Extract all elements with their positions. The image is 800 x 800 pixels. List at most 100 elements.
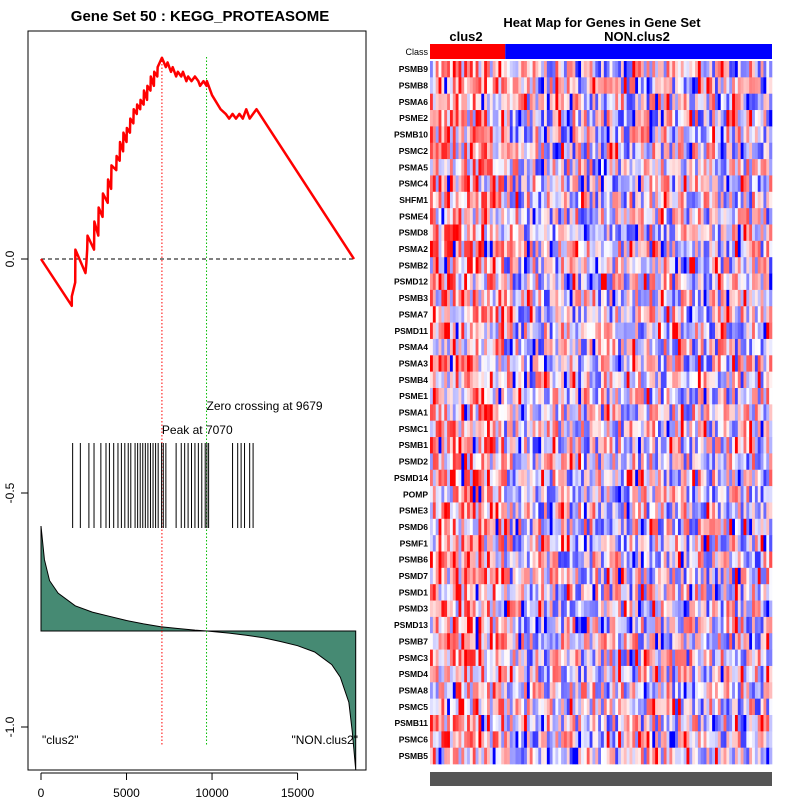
heatmap-cell [612, 306, 616, 323]
heatmap-cell [575, 159, 579, 176]
heatmap-cell [566, 175, 570, 193]
heatmap-cell [458, 93, 462, 111]
heatmap-cell [715, 437, 719, 454]
heatmap-cell [518, 371, 522, 389]
heatmap-cell [475, 142, 479, 160]
heatmap-cell [461, 175, 465, 193]
heatmap-cell [666, 338, 670, 356]
heatmap-cell [563, 535, 568, 552]
heatmap-cell [529, 371, 533, 389]
heatmap-cell [447, 518, 451, 536]
heatmap-cell [475, 240, 479, 258]
heatmap-cell [586, 126, 590, 144]
heatmap-cell [506, 649, 511, 667]
heatmap-cell [669, 191, 673, 209]
heatmap-cell [472, 437, 476, 454]
heatmap-cell [447, 338, 451, 356]
heatmap-cell [546, 110, 550, 127]
heatmap-cell [700, 502, 704, 520]
heatmap-cell [472, 388, 476, 405]
heatmap-cell [603, 93, 607, 111]
heatmap-cell [441, 175, 445, 193]
heatmap-cell [700, 322, 704, 340]
heatmap-cell [729, 600, 733, 618]
heatmap-cell [461, 273, 465, 291]
heatmap-cell [692, 257, 696, 274]
heatmap-cell [558, 404, 562, 421]
heatmap-cell [432, 159, 436, 176]
heatmap-cell [487, 633, 491, 650]
heatmap-cell [715, 322, 719, 340]
heatmap-cell [729, 404, 733, 421]
heatmap-cell [586, 338, 590, 356]
heatmap-cell [526, 502, 531, 520]
heatmap-cell [609, 715, 613, 732]
heatmap-cell [666, 616, 670, 634]
heatmap-cell [581, 600, 585, 618]
heatmap-cell [643, 698, 647, 716]
heatmap-cell [566, 273, 570, 291]
heatmap-cell [603, 338, 607, 356]
heatmap-cell [740, 649, 744, 667]
heatmap-cell [740, 633, 744, 650]
heatmap-cell [638, 257, 642, 274]
heatmap-cell [760, 665, 764, 683]
heatmap-cell [552, 567, 556, 585]
heatmap-cell [732, 388, 736, 405]
heatmap-cell [578, 142, 582, 160]
heatmap-cell [720, 535, 724, 552]
heatmap-cell [649, 649, 653, 667]
heatmap-cell [717, 518, 721, 536]
heatmap-cell [732, 665, 736, 683]
heatmap-cell [749, 698, 753, 716]
heatmap-cell [606, 126, 610, 144]
heatmap-cell [683, 61, 687, 78]
heatmap-cell [561, 61, 565, 78]
heatmap-cell [666, 77, 670, 94]
heatmap-cell [544, 322, 548, 340]
heatmap-cell [649, 388, 653, 405]
heatmap-cell [638, 322, 642, 340]
heatmap-cell [532, 502, 536, 520]
heatmap-cell [481, 257, 485, 274]
heatmap-cell [572, 551, 576, 569]
heatmap-cell [578, 322, 582, 340]
heatmap-cell [555, 159, 559, 176]
heatmap-cell [609, 437, 613, 454]
heatmap-cell [495, 126, 499, 144]
heatmap-cell [506, 535, 511, 552]
heatmap-cell [618, 486, 622, 503]
heatmap-cell [532, 224, 536, 242]
heatmap-cell [498, 616, 502, 634]
heatmap-cell [697, 584, 702, 601]
heatmap-cell [729, 240, 733, 258]
heatmap-cell [589, 77, 593, 94]
heatmap-cell [526, 273, 531, 291]
heatmap-cell [686, 240, 690, 258]
heatmap-cell [489, 698, 493, 716]
heatmap-cell [763, 175, 767, 193]
heatmap-cell [646, 665, 650, 683]
heatmap-cell [509, 110, 513, 127]
heatmap-cell [583, 567, 588, 585]
heatmap-cell [737, 453, 741, 471]
heatmap-cell [467, 159, 471, 176]
heatmap-cell [666, 388, 670, 405]
heatmap-cell [512, 502, 516, 520]
heatmap-cell [489, 404, 493, 421]
heatmap-cell [652, 551, 656, 569]
heatmap-cell [669, 240, 673, 258]
heatmap-cell [626, 224, 630, 242]
heatmap-cell [532, 486, 536, 503]
heatmap-cell [734, 567, 739, 585]
heatmap-cell [749, 535, 753, 552]
heatmap-cell [432, 191, 436, 209]
heatmap-cell [677, 159, 682, 176]
heatmap-cell [635, 518, 639, 536]
heatmap-cell [638, 77, 642, 94]
heatmap-cell [703, 698, 707, 716]
heatmap-cell [677, 633, 682, 650]
heatmap-cell [455, 93, 459, 111]
heatmap-cell [723, 469, 727, 487]
gene-hits [72, 443, 254, 528]
